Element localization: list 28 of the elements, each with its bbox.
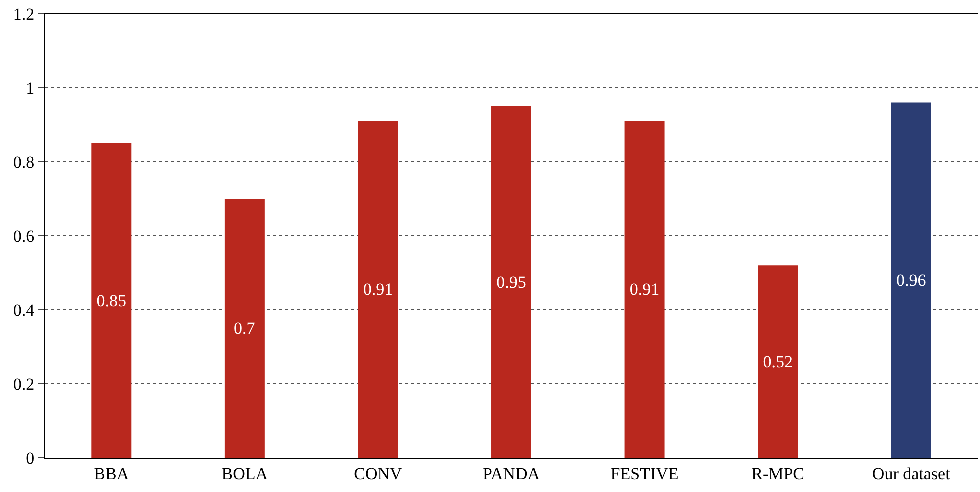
bar	[92, 144, 132, 458]
data-label: 0.7	[234, 319, 256, 338]
data-label: 0.95	[496, 272, 526, 292]
x-tick-label: CONV	[354, 464, 404, 484]
data-label: 0.96	[896, 270, 926, 290]
data-label: 0.91	[630, 280, 660, 300]
y-tick-label: 0.6	[13, 226, 35, 246]
bar	[624, 121, 665, 458]
y-tick-label: 0.8	[13, 152, 35, 172]
x-tick-label: BOLA	[222, 464, 269, 484]
x-tick-label: Our dataset	[872, 464, 951, 484]
y-tick-label: 1.2	[13, 4, 35, 24]
data-label: 0.91	[363, 280, 394, 300]
y-tick-label: 0	[26, 448, 35, 468]
y-tick-label: 0.2	[13, 374, 35, 394]
data-label: 0.52	[763, 352, 793, 372]
y-tick-label: 0.4	[13, 300, 36, 320]
bar	[891, 102, 932, 458]
bar	[224, 199, 265, 458]
y-tick-label: 1	[26, 78, 35, 98]
bar	[758, 266, 798, 458]
data-label: 0.85	[96, 291, 127, 310]
x-tick-label: BBA	[94, 464, 130, 484]
x-tick-label: FESTIVE	[610, 464, 679, 484]
bar	[492, 106, 532, 458]
bar	[358, 121, 398, 458]
x-tick-label: PANDA	[482, 464, 541, 484]
x-tick-label: R-MPC	[752, 464, 805, 484]
